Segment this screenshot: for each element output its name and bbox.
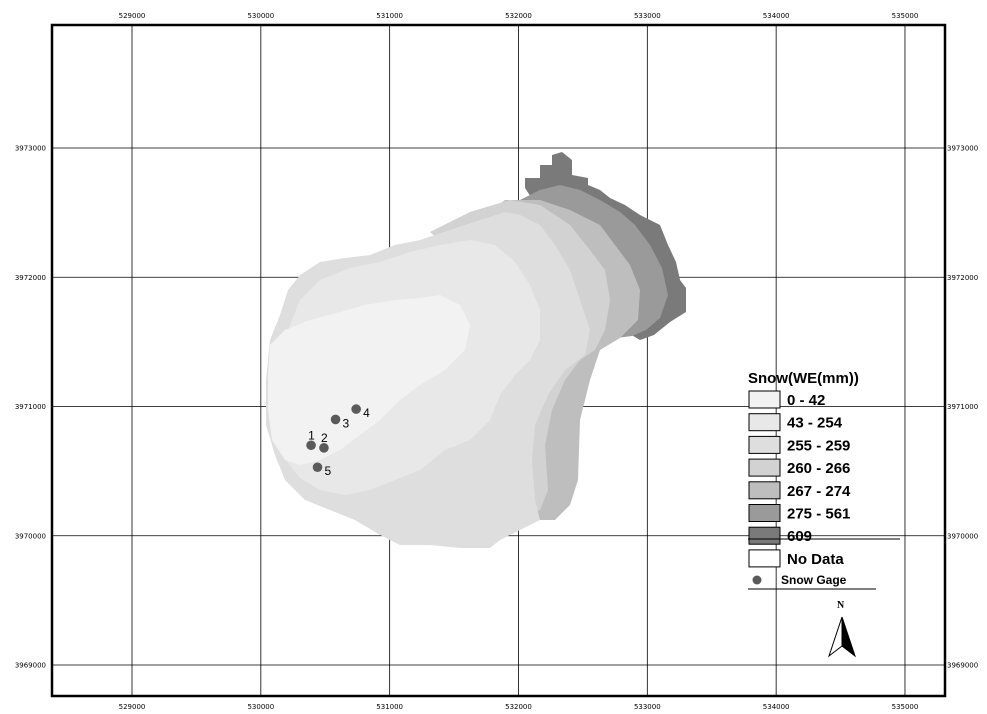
legend-swatch — [748, 526, 781, 545]
legend-title: Snow(WE(mm)) — [748, 370, 859, 387]
north-arrow: N — [828, 600, 856, 658]
legend-label: 0 - 42 — [787, 392, 825, 409]
legend-label: 43 - 254 — [787, 415, 843, 432]
map-frame — [50, 23, 947, 698]
y-tick-label-right: 3972000 — [947, 274, 978, 282]
snow-gage-label: 3 — [343, 416, 350, 430]
x-tick-label-top: 531000 — [376, 12, 403, 20]
snow-zones — [266, 152, 686, 548]
snow-gage-label: 5 — [325, 464, 332, 478]
snow-gage-marker[interactable] — [306, 440, 316, 451]
legend-swatch — [748, 413, 781, 432]
snow-gages: 1 2 34 5 — [306, 404, 370, 478]
x-tick-label-top: 529000 — [119, 12, 146, 20]
axis-tick-labels: 5290005290005300005300005310005310005320… — [15, 12, 978, 711]
legend-label: 267 - 274 — [787, 483, 851, 500]
snow-gage-marker[interactable] — [351, 404, 361, 414]
snow-gage-marker[interactable] — [330, 414, 341, 425]
legend-swatch — [748, 435, 781, 454]
snow-gage-marker[interactable] — [319, 443, 329, 453]
legend-label: No Data — [787, 551, 844, 568]
x-tick-label-top: 530000 — [247, 12, 274, 20]
legend-label: 275 - 561 — [787, 506, 850, 523]
x-tick-label-top: 535000 — [892, 12, 919, 20]
snow-gage-label: 1 — [308, 428, 315, 442]
x-tick-label-bottom: 531000 — [376, 703, 403, 711]
x-tick-label-bottom: 529000 — [119, 703, 146, 711]
legend-swatch — [748, 481, 781, 500]
x-tick-label-bottom: 534000 — [763, 703, 790, 711]
x-tick-label-bottom: 533000 — [634, 703, 661, 711]
legend-swatch — [748, 549, 781, 568]
legend-swatch — [748, 504, 781, 522]
x-tick-label-bottom: 532000 — [505, 703, 532, 711]
legend-gage-icon — [752, 575, 762, 585]
x-tick-label-top: 533000 — [634, 12, 661, 20]
legend-label: 609 — [787, 528, 812, 545]
y-tick-label-left: 3973000 — [15, 145, 46, 153]
zone-0-42 — [268, 295, 470, 465]
legend-swatch — [748, 458, 781, 477]
snow-gage-marker[interactable] — [312, 462, 323, 473]
north-arrow-left-half-icon — [828, 616, 843, 658]
north-arrow-label: N — [837, 600, 845, 611]
snow-gage-label: 4 — [363, 406, 370, 420]
x-tick-label-bottom: 535000 — [892, 703, 919, 711]
legend: Snow(WE(mm)) 0 - 42 43 - 254 255 - 259 260 … — [748, 370, 900, 590]
snow-gage-label: 2 — [321, 431, 328, 445]
legend-swatch — [748, 390, 781, 409]
y-tick-label-right: 3971000 — [947, 403, 978, 411]
y-tick-label-left: 3969000 — [15, 662, 46, 670]
y-tick-label-right: 3973000 — [947, 145, 978, 153]
legend-gage-label: Snow Gage — [781, 573, 847, 587]
y-tick-label-left: 3970000 — [15, 532, 46, 540]
x-tick-label-bottom: 530000 — [247, 703, 274, 711]
legend-label: 255 - 259 — [787, 437, 850, 454]
y-tick-label-left: 3971000 — [15, 403, 46, 411]
y-tick-label-left: 3972000 — [15, 274, 46, 282]
x-tick-label-top: 534000 — [763, 12, 790, 20]
y-tick-label-right: 3969000 — [947, 662, 978, 670]
legend-label: 260 - 266 — [787, 460, 850, 477]
north-arrow-right-half-icon — [841, 616, 856, 658]
y-tick-label-right: 3970000 — [947, 532, 978, 540]
x-tick-label-top: 532000 — [505, 12, 532, 20]
